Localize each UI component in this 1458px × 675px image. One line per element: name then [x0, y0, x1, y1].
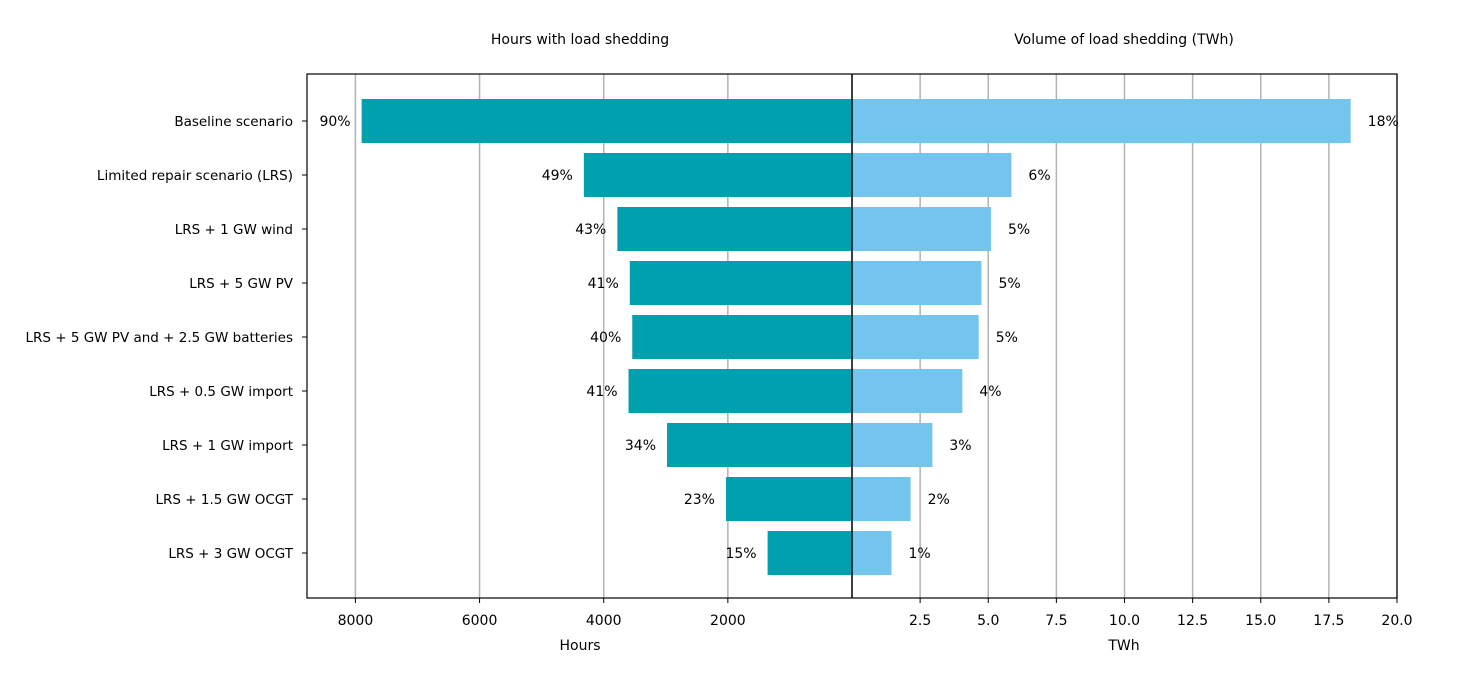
bar-hours	[628, 369, 852, 413]
category-label: LRS + 1 GW import	[162, 438, 293, 454]
left-panel-title: Hours with load shedding	[491, 32, 669, 48]
category-label: LRS + 5 GW PV	[189, 276, 293, 292]
x-tick-label-right: 2.5	[909, 613, 931, 629]
data-label-hours: 90%	[319, 114, 350, 130]
data-label-hours: 34%	[625, 438, 656, 454]
data-label-twh: 5%	[996, 330, 1018, 346]
data-label-hours: 15%	[725, 546, 756, 562]
data-label-hours: 41%	[588, 276, 619, 292]
data-label-hours: 40%	[590, 330, 621, 346]
category-label: LRS + 3 GW OCGT	[168, 546, 293, 562]
bar-hours	[632, 315, 852, 359]
data-label-twh: 5%	[1008, 222, 1030, 238]
bar-hours	[583, 153, 852, 197]
bar-hours	[629, 261, 852, 305]
bar-hours	[617, 207, 852, 251]
category-label: LRS + 5 GW PV and + 2.5 GW batteries	[25, 330, 293, 346]
labels: 8000 6000 4000 2000 2.5 5.0 7.5 10.0 12.5 15.0 17.…	[25, 114, 1412, 629]
x-tick-label-right: 5.0	[977, 613, 999, 629]
bar-twh	[852, 99, 1351, 143]
category-label: Limited repair scenario (LRS)	[97, 168, 293, 184]
data-label-hours: 23%	[684, 492, 715, 508]
x-tick-label-left: 4000	[586, 613, 622, 629]
data-label-twh: 2%	[928, 492, 950, 508]
category-label: LRS + 1.5 GW OCGT	[155, 492, 293, 508]
right-panel-title: Volume of load shedding (TWh)	[1014, 32, 1234, 48]
data-label-hours: 43%	[575, 222, 606, 238]
data-label-twh: 5%	[998, 276, 1020, 292]
category-label: LRS + 1 GW wind	[175, 222, 293, 238]
data-label-twh: 6%	[1028, 168, 1050, 184]
category-label: LRS + 0.5 GW import	[149, 384, 293, 400]
x-tick-label-right: 15.0	[1245, 613, 1276, 629]
bar-hours	[767, 531, 852, 575]
bar-twh	[852, 369, 963, 413]
data-label-twh: 1%	[909, 546, 931, 562]
bar-twh	[852, 423, 933, 467]
bar-twh	[852, 207, 991, 251]
bar-twh	[852, 261, 982, 305]
bar-twh	[852, 531, 892, 575]
bar-hours	[725, 477, 852, 521]
x-tick-label-left: 2000	[710, 613, 746, 629]
x-tick-label-right: 10.0	[1109, 613, 1140, 629]
bar-twh	[852, 477, 911, 521]
right-x-axis-label: TWh	[1107, 638, 1139, 654]
bar-twh	[852, 315, 979, 359]
x-tick-label-right: 17.5	[1313, 613, 1344, 629]
bar-hours	[667, 423, 852, 467]
x-tick-label-left: 8000	[338, 613, 374, 629]
category-label: Baseline scenario	[174, 114, 293, 130]
bar-twh	[852, 153, 1012, 197]
x-tick-label-right: 7.5	[1045, 613, 1067, 629]
bar-hours	[361, 99, 852, 143]
data-label-hours: 49%	[542, 168, 573, 184]
bars	[361, 99, 1351, 575]
data-label-twh: 4%	[979, 384, 1001, 400]
left-x-axis-label: Hours	[559, 638, 600, 654]
data-label-twh: 3%	[949, 438, 971, 454]
x-tick-label-right: 12.5	[1177, 613, 1208, 629]
data-label-hours: 41%	[586, 384, 617, 400]
x-tick-label-left: 6000	[462, 613, 498, 629]
x-tick-label-right: 20.0	[1381, 613, 1412, 629]
data-label-twh: 18%	[1368, 114, 1399, 130]
